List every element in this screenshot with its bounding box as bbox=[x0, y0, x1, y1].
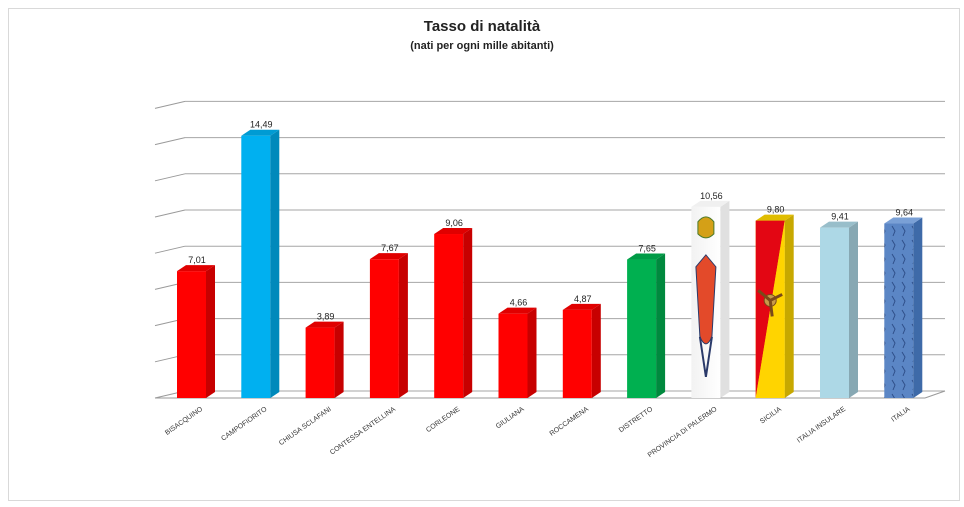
data-label: 7,67 bbox=[381, 243, 399, 253]
bar-front bbox=[177, 271, 206, 398]
chart-title: Tasso di natalità bbox=[423, 18, 541, 35]
data-label: 10,56 bbox=[700, 191, 723, 201]
bar-side bbox=[720, 200, 730, 398]
bar-side bbox=[270, 129, 280, 398]
bar-front bbox=[562, 309, 592, 398]
data-label: 7,01 bbox=[188, 255, 206, 265]
bar-bisacquino bbox=[177, 265, 215, 398]
bar-front bbox=[305, 327, 335, 398]
data-label: 4,87 bbox=[574, 294, 592, 304]
data-label: 9,06 bbox=[445, 218, 463, 228]
gridline-diagonal bbox=[154, 100, 186, 109]
x-tick-label: ITALIA INSULARE bbox=[796, 406, 847, 445]
bar-top bbox=[305, 321, 344, 328]
x-tick-label: BISACQUINO bbox=[164, 406, 204, 437]
bar-side bbox=[206, 265, 215, 398]
bar-side bbox=[463, 228, 473, 398]
x-tick-label: CORLEONE bbox=[425, 406, 461, 434]
chart-frame bbox=[8, 8, 960, 501]
bar-corleone bbox=[434, 228, 473, 398]
bar-top bbox=[884, 217, 923, 224]
bar-top bbox=[241, 129, 280, 136]
bar-distretto bbox=[627, 253, 666, 398]
bar-front bbox=[820, 227, 849, 398]
bar-top bbox=[177, 265, 215, 272]
x-tick-label: PROVINCIA DI PALERMO bbox=[647, 406, 719, 459]
data-label: 4,66 bbox=[510, 298, 528, 308]
bar-front bbox=[884, 223, 914, 398]
coat-of-arms-tail bbox=[698, 336, 713, 378]
data-label: 14,49 bbox=[250, 120, 273, 130]
bar-front bbox=[369, 259, 399, 398]
bar-chiusa-sclafani bbox=[305, 321, 344, 398]
bar-top bbox=[820, 221, 858, 228]
bar-side bbox=[591, 303, 601, 398]
bar-top bbox=[627, 253, 666, 260]
bar-italia-insulare bbox=[820, 221, 858, 398]
trinacria-legs bbox=[757, 289, 783, 317]
data-label: 9,41 bbox=[831, 212, 849, 222]
data-label: 3,89 bbox=[317, 312, 335, 322]
bar-front bbox=[498, 313, 528, 398]
bar-side bbox=[849, 221, 858, 398]
x-tick-label: CAMPOFIORITO bbox=[220, 406, 269, 443]
data-label: 9,64 bbox=[896, 208, 914, 218]
bar-campofiorito bbox=[241, 129, 280, 398]
bar-provincia-di-palermo bbox=[691, 200, 730, 398]
bar-side bbox=[784, 214, 794, 398]
gridline-diagonal bbox=[154, 173, 186, 182]
bar-top bbox=[562, 303, 601, 310]
bar-side bbox=[527, 307, 537, 398]
x-tick-label: CONTESSA ENTELLINA bbox=[329, 406, 397, 457]
chart-subtitle: (nati per ogni mille abitanti) bbox=[410, 40, 554, 52]
floor-edge-side bbox=[924, 390, 946, 399]
bar-side bbox=[656, 253, 666, 398]
bar-side bbox=[913, 217, 923, 398]
bar-roccamena bbox=[562, 303, 601, 398]
bar-side bbox=[398, 253, 408, 398]
bar-contessa-entellina bbox=[369, 253, 408, 398]
x-tick-label: SICILIA bbox=[759, 406, 783, 426]
bar-top bbox=[755, 214, 794, 221]
data-label: 7,65 bbox=[638, 244, 656, 254]
x-tick-label: ROCCAMENA bbox=[549, 406, 591, 438]
bar-front bbox=[241, 135, 271, 398]
bars bbox=[177, 129, 923, 398]
x-tick-label: ITALIA bbox=[890, 406, 911, 424]
bar-front bbox=[627, 259, 657, 398]
bar-side bbox=[334, 321, 344, 398]
bar-top bbox=[434, 228, 473, 235]
data-label: 9,80 bbox=[767, 205, 785, 215]
x-tick-label: GIULIANA bbox=[495, 406, 526, 431]
gridline-diagonal bbox=[154, 245, 186, 254]
bar-front bbox=[434, 234, 464, 398]
coat-of-arms-crown bbox=[697, 216, 715, 239]
bar-giuliana bbox=[498, 307, 537, 398]
bar-sicilia bbox=[755, 214, 794, 398]
bar-top bbox=[498, 307, 537, 314]
x-tick-label: CHIUSA SCLAFANI bbox=[278, 406, 333, 447]
gridline-diagonal bbox=[154, 209, 186, 218]
bar-italia bbox=[884, 217, 923, 398]
gridline-diagonal bbox=[154, 137, 186, 146]
bar-top bbox=[691, 200, 730, 207]
bar-top bbox=[369, 253, 408, 260]
x-tick-label: DISTRETTO bbox=[618, 406, 655, 435]
